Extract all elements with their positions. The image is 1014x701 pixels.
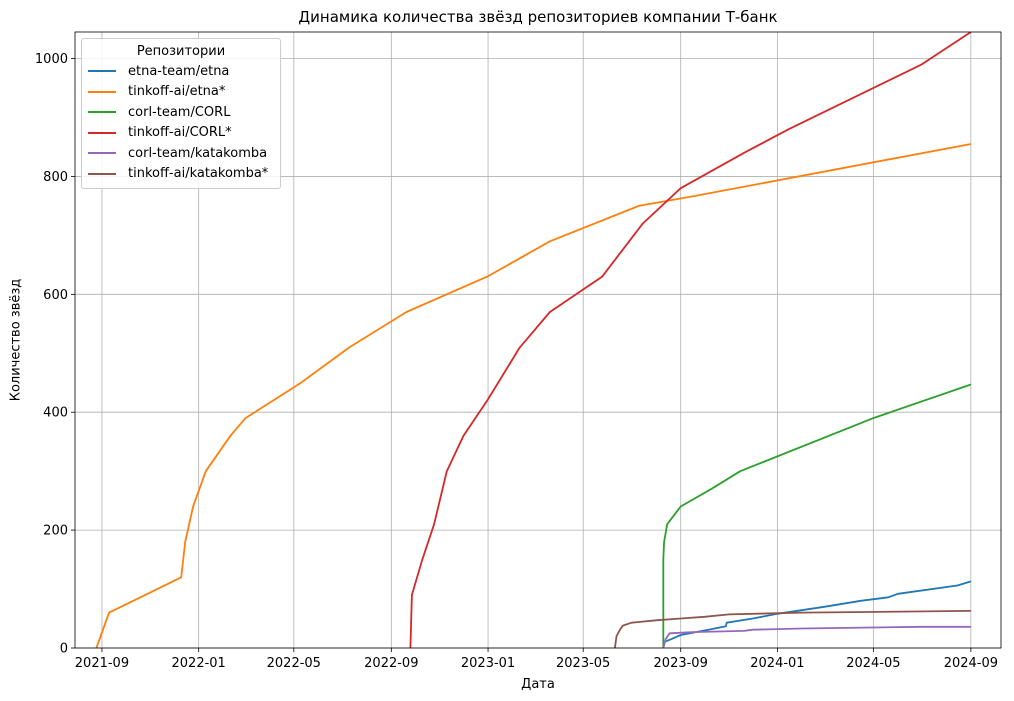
- legend-label: tinkoff-ai/CORL*: [128, 125, 232, 141]
- series-line-etna-team-etna: [663, 580, 972, 643]
- legend-swatch: [88, 172, 116, 175]
- y-axis-label: Количество звёзд: [8, 278, 24, 402]
- series-line-corl-team-katakomba: [662, 625, 971, 648]
- y-tick-label: 600: [43, 288, 68, 303]
- legend-label: etna-team/etna: [128, 63, 230, 79]
- legend-item: corl-team/CORL: [82, 102, 280, 123]
- legend-label: tinkoff-ai/etna*: [128, 84, 226, 100]
- legend-label: tinkoff-ai/katakomba*: [128, 166, 269, 182]
- series-line-corl-team-corl: [662, 383, 972, 648]
- legend-swatch: [88, 131, 116, 134]
- legend-swatch: [88, 152, 116, 155]
- legend-label: corl-team/katakomba: [128, 145, 268, 161]
- y-tick-label: 400: [43, 406, 68, 421]
- legend-items: etna-team/etna tinkoff-ai/etna* corl-team/…: [82, 61, 280, 184]
- x-tick-label: 2024-01: [750, 656, 804, 671]
- chart-title: Динамика количества звёзд репозиториев к…: [298, 8, 778, 26]
- legend-swatch: [88, 111, 116, 114]
- x-tick-label: 2024-09: [944, 656, 998, 671]
- series-line-tinkoff-ai-etna-: [95, 143, 972, 648]
- legend-swatch: [88, 90, 116, 93]
- y-tick-label: 800: [43, 170, 68, 185]
- y-tick-label: 200: [43, 524, 68, 539]
- legend-item: corl-team/katakomba: [82, 143, 280, 164]
- x-tick-label: 2024-05: [846, 656, 900, 671]
- y-tick-label: 1000: [35, 52, 68, 67]
- series-line-tinkoff-ai-corl-: [409, 32, 972, 648]
- x-tick-label: 2021-09: [75, 656, 129, 671]
- x-axis-label: Дата: [521, 677, 555, 692]
- x-tick-label: 2022-01: [172, 656, 226, 671]
- y-tick-label: 0: [60, 642, 68, 657]
- plot-frame: [74, 31, 1002, 649]
- legend: Репозитории etna-team/etna tinkoff-ai/etn…: [81, 38, 281, 189]
- x-tick-label: 2022-05: [267, 656, 321, 671]
- legend-label: corl-team/CORL: [128, 104, 231, 120]
- legend-item: etna-team/etna: [82, 61, 280, 82]
- axes: [71, 31, 1002, 652]
- tick-labels: 2021-09 2022-01 2022-05 2022-09 2023-01 2023-…: [35, 52, 998, 671]
- legend-item: tinkoff-ai/katakomba*: [82, 164, 280, 185]
- x-tick-label: 2022-09: [364, 656, 418, 671]
- legend-item: tinkoff-ai/etna*: [82, 82, 280, 103]
- x-tick-label: 2023-09: [654, 656, 708, 671]
- x-tick-label: 2023-05: [556, 656, 610, 671]
- x-tick-label: 2023-01: [461, 656, 515, 671]
- legend-item: tinkoff-ai/CORL*: [82, 123, 280, 144]
- series-lines: [95, 32, 972, 648]
- legend-title: Репозитории: [136, 44, 226, 59]
- legend-swatch: [88, 70, 116, 73]
- series-line-tinkoff-ai-katakomba-: [614, 610, 971, 648]
